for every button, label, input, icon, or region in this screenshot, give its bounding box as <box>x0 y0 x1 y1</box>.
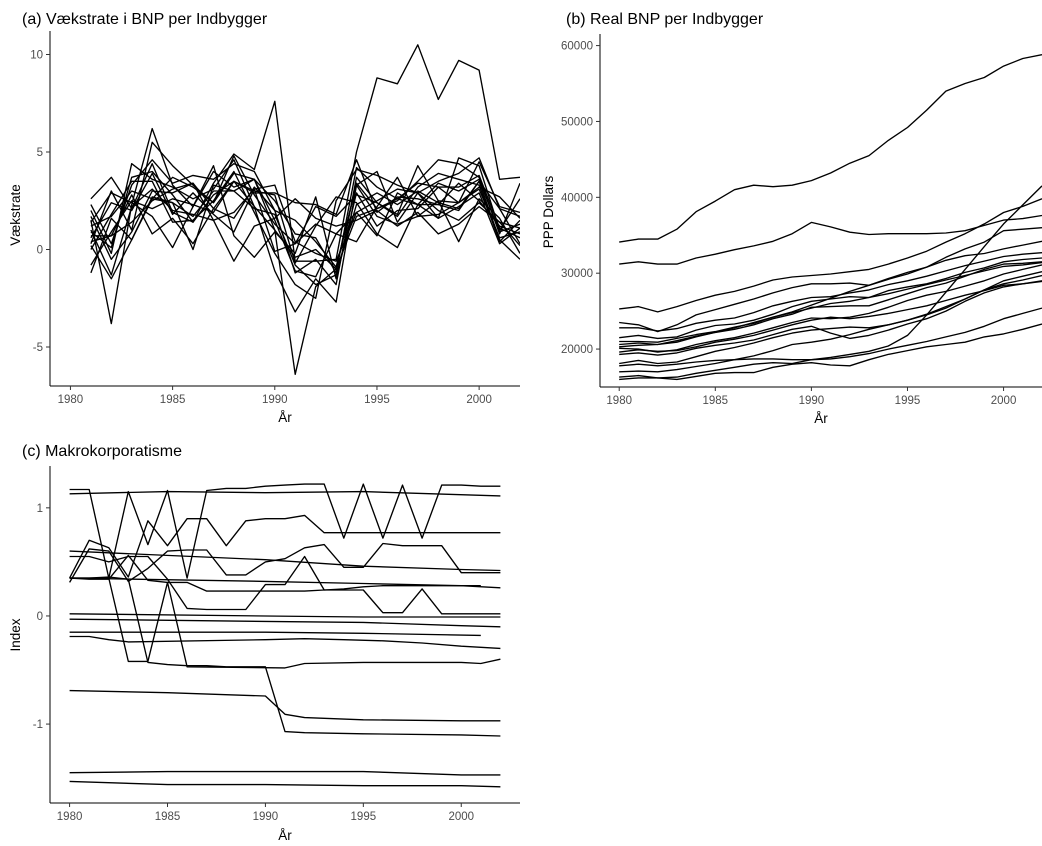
y-tick-label: 10 <box>30 50 43 62</box>
series-line <box>69 483 501 579</box>
series-line <box>69 635 501 650</box>
series-line <box>90 159 520 249</box>
series-line <box>619 252 1042 332</box>
y-tick-label: 50000 <box>561 116 593 128</box>
y-tick-label: 0 <box>37 245 43 257</box>
x-tick-label: 2000 <box>991 395 1017 407</box>
series-line <box>90 159 520 268</box>
series-line <box>69 550 501 572</box>
y-tick-label: 60000 <box>561 41 593 53</box>
series-line <box>619 280 1042 356</box>
chart-panel-3: (c) Makrokorporatisme 1980 1985 1990 1995 200… <box>8 443 520 843</box>
y-tick-label: 20000 <box>561 344 593 356</box>
series-line <box>90 157 520 299</box>
series-line <box>619 257 1042 340</box>
x-tick-label: 1985 <box>160 394 186 406</box>
series-line <box>619 185 1042 379</box>
y-axis-label: PPP Dollars <box>541 175 556 248</box>
y-tick-label: 30000 <box>561 268 593 280</box>
x-tick-label: 1980 <box>58 394 84 406</box>
series-line <box>69 613 501 618</box>
x-tick-label: 2000 <box>466 394 492 406</box>
x-tick-label: 1980 <box>606 395 632 407</box>
x-axis-label: År <box>278 410 292 425</box>
x-axis-label: År <box>278 828 292 843</box>
series-line <box>90 180 520 286</box>
series-group <box>619 54 1042 381</box>
series-line <box>69 490 501 497</box>
y-tick-label: -1 <box>33 719 43 731</box>
y-tick-label: 5 <box>37 147 43 159</box>
series-line <box>69 689 501 722</box>
x-tick-label: 1990 <box>253 811 279 823</box>
x-tick-label: 1990 <box>799 395 825 407</box>
series-line <box>90 161 520 280</box>
series-line <box>69 770 501 776</box>
series-line <box>90 44 520 262</box>
series-line <box>69 576 501 737</box>
series-line <box>619 274 1042 373</box>
chart-panel-1: (a) Vækstrate i BNP per Indbygger 1980 198… <box>8 11 520 425</box>
series-line <box>90 127 520 375</box>
series-line <box>619 264 1042 353</box>
x-tick-label: 1990 <box>262 394 288 406</box>
series-line <box>69 780 501 788</box>
x-tick-label: 1995 <box>364 394 390 406</box>
y-tick-label: 40000 <box>561 192 593 204</box>
series-line <box>619 227 1042 333</box>
series-line <box>619 280 1042 353</box>
series-line <box>619 54 1042 243</box>
series-line <box>90 178 520 280</box>
series-line <box>69 554 481 592</box>
chart-panel-2: (b) Real BNP per Indbygger 1980 1985 1990 19… <box>541 11 1042 426</box>
x-axis-label: År <box>814 411 828 426</box>
series-line <box>69 577 501 589</box>
x-tick-label: 1995 <box>351 811 377 823</box>
chart-title: (c) Makrokorporatisme <box>22 443 182 460</box>
series-line <box>619 240 1042 343</box>
series-line <box>90 180 520 264</box>
series-line <box>619 323 1042 381</box>
series-group <box>90 44 520 375</box>
chart-title: (b) Real BNP per Indbygger <box>566 11 764 28</box>
series-line <box>69 514 501 579</box>
chart-title: (a) Vækstrate i BNP per Indbygger <box>22 11 268 28</box>
y-tick-label: 0 <box>37 611 43 623</box>
x-tick-label: 1980 <box>57 811 83 823</box>
series-line <box>619 198 1042 313</box>
series-line <box>90 172 520 262</box>
series-line <box>619 214 1042 265</box>
x-tick-label: 2000 <box>448 811 474 823</box>
series-group <box>69 483 501 788</box>
series-line <box>69 618 501 628</box>
x-tick-label: 1985 <box>155 811 181 823</box>
y-tick-label: -5 <box>33 342 43 354</box>
x-tick-label: 1985 <box>703 395 729 407</box>
series-line <box>69 555 501 615</box>
series-line <box>90 165 520 286</box>
series-line <box>90 176 520 276</box>
y-axis-label: Vækstrate <box>8 184 23 246</box>
y-tick-label: 1 <box>37 503 43 515</box>
y-axis-label: Index <box>8 618 23 651</box>
series-line <box>90 182 520 262</box>
series-line <box>619 307 1042 367</box>
series-line <box>619 261 1042 348</box>
series-line <box>69 577 501 669</box>
series-line <box>69 631 481 637</box>
x-tick-label: 1995 <box>895 395 921 407</box>
